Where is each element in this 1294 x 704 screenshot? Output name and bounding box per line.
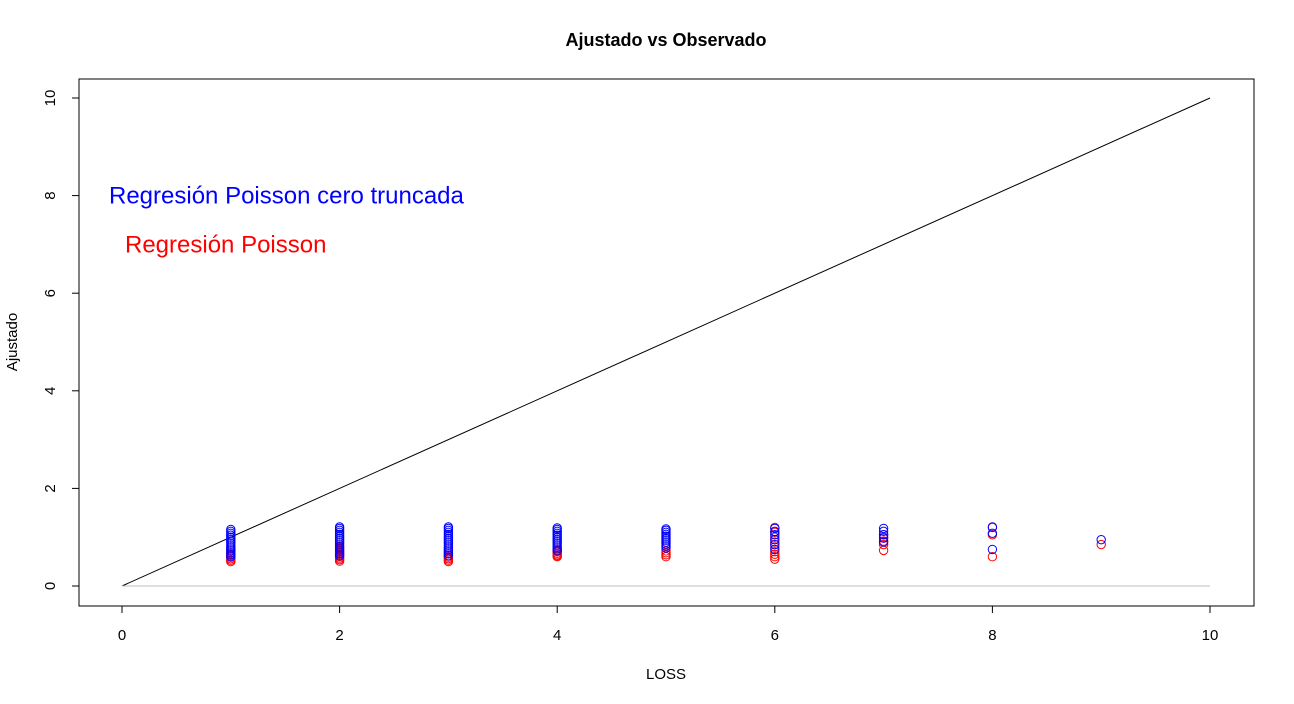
- data-point: [770, 552, 780, 562]
- x-tick-label: 10: [1202, 627, 1219, 644]
- y-tick-label: 0: [42, 582, 59, 590]
- reference-lines: [121, 97, 1211, 587]
- data-point: [334, 522, 345, 532]
- x-tick-label: 6: [771, 627, 779, 644]
- plot-frame: [78, 78, 1255, 607]
- x-tick-label: 8: [988, 627, 996, 644]
- data-point: [443, 522, 454, 532]
- annotation-text: Regresión Poisson: [125, 231, 326, 258]
- y-tick-label: 2: [42, 484, 59, 492]
- x-tick-label: 4: [553, 627, 561, 644]
- data-point: [770, 539, 780, 550]
- data-point: [987, 522, 998, 532]
- identity-line: [121, 97, 1211, 587]
- data-point: [770, 549, 780, 559]
- data-point: [770, 547, 780, 557]
- x-axis-label: LOSS: [646, 666, 686, 683]
- data-point: [770, 526, 780, 537]
- data-point: [770, 542, 780, 552]
- data-point: [661, 524, 671, 534]
- data-points: [226, 522, 1106, 567]
- data-point: [878, 530, 889, 540]
- y-tick-label: 8: [42, 191, 59, 199]
- data-point: [987, 528, 998, 538]
- data-point: [878, 523, 889, 534]
- data-point: [987, 544, 998, 555]
- data-point: [770, 544, 780, 555]
- y-tick-label: 6: [42, 289, 59, 297]
- y-axis: 0 2 4 6 8 10: [42, 90, 80, 590]
- data-point: [987, 552, 998, 562]
- data-point: [878, 533, 889, 543]
- data-point: [1096, 539, 1106, 550]
- annotations: Regresión Poisson cero truncada Regresión…: [109, 183, 465, 259]
- annotation-text: Regresión Poisson cero truncada: [109, 183, 465, 210]
- x-tick-label: 0: [118, 627, 126, 644]
- data-point: [878, 526, 889, 537]
- data-point: [552, 523, 562, 533]
- data-point: [770, 537, 780, 547]
- x-tick-label: 2: [335, 627, 343, 644]
- chart-title: Ajustado vs Observado: [565, 30, 766, 50]
- data-point: [226, 524, 236, 535]
- y-tick-label: 10: [42, 90, 59, 107]
- x-axis: 0 2 4 6 8 10: [118, 605, 1219, 644]
- data-point: [770, 523, 780, 534]
- data-point: [770, 554, 780, 564]
- y-axis-label: Ajustado: [4, 313, 21, 371]
- data-point: [878, 537, 889, 547]
- data-point: [1096, 534, 1106, 545]
- data-point: [878, 539, 889, 550]
- data-point: [770, 530, 780, 540]
- y-tick-label: 4: [42, 387, 59, 395]
